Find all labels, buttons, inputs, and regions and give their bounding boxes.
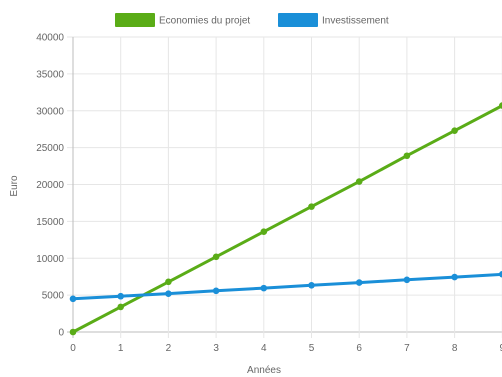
data-point-economies [165,278,172,286]
data-point-investissement [117,292,124,300]
series-layer [69,102,502,336]
legend-label-investissement[interactable]: Investissement [322,16,389,27]
y-tick-label: 15000 [36,217,64,228]
y-axis-title: Euro [9,175,20,197]
series-line-investissement [71,272,502,301]
x-tick-label: 4 [261,343,267,354]
data-point-economies [308,203,315,210]
y-axis-ticks: 0 5000 10000 15000 20000 25000 30000 35000 40000 [36,33,64,339]
series-line-economies [71,104,502,334]
x-axis-title: Années [247,365,281,376]
data-point-investissement [403,276,411,284]
data-point-economies [117,303,124,311]
y-tick-label: 20000 [36,180,64,191]
x-tick-label: 1 [118,343,124,354]
y-tick-label: 5000 [42,291,65,302]
data-point-economies [403,152,411,160]
data-point-investissement [308,282,315,289]
data-point-investissement [69,295,77,303]
y-tick-label: 0 [58,328,64,339]
y-tick-label: 35000 [36,69,64,80]
y-tick-label: 40000 [36,33,64,44]
x-axis-ticks: 0 1 2 3 4 5 6 7 8 9 [70,343,502,354]
y-tick-label: 10000 [36,254,64,265]
x-tick-label: 2 [166,343,172,354]
data-point-investissement [355,279,363,286]
y-tick-label: 30000 [36,106,64,117]
data-point-investissement [499,270,502,278]
data-point-investissement [451,273,458,281]
data-point-investissement [260,284,268,292]
data-point-investissement [165,290,172,297]
x-tick-label: 3 [213,343,219,354]
data-point-economies [355,178,363,185]
x-tick-label: 6 [356,343,362,354]
y-tick-label: 25000 [36,143,64,154]
x-tick-label: 5 [309,343,315,354]
data-point-economies [69,328,77,336]
x-tick-label: 0 [70,343,76,354]
x-tick-label: 7 [404,343,410,354]
data-point-investissement [212,287,220,295]
legend-swatch-investissement[interactable] [278,13,318,27]
data-point-economies [499,102,502,109]
gridlines [67,36,502,338]
legend: Economies du projet Investissement [115,13,389,27]
legend-swatch-economies[interactable] [115,13,155,27]
x-tick-label: 8 [452,343,458,354]
legend-label-economies[interactable]: Economies du projet [159,16,250,27]
data-point-economies [212,253,220,261]
data-point-economies [260,228,268,235]
x-tick-label: 9 [500,343,502,354]
data-point-economies [451,127,458,134]
